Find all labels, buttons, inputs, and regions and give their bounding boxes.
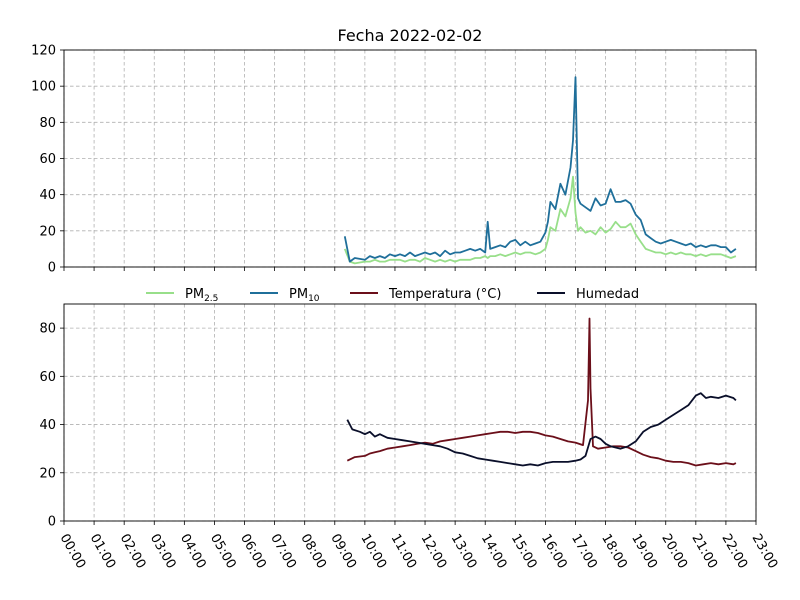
y-tick-label: 100 bbox=[31, 80, 56, 95]
y-tick-label: 20 bbox=[39, 224, 56, 239]
legend-label: PM2.5 bbox=[185, 287, 218, 304]
chart-title: Fecha 2022-02-02 bbox=[338, 26, 483, 45]
x-tick-label: 05:00 bbox=[207, 532, 239, 572]
x-tick-label: 19:00 bbox=[628, 532, 660, 572]
legend-label: Temperatura (°C) bbox=[388, 287, 501, 302]
y-tick-label: 0 bbox=[48, 261, 56, 276]
x-tick-label: 22:00 bbox=[718, 532, 750, 572]
y-tick-label: 20 bbox=[39, 466, 56, 481]
legend-label: Humedad bbox=[576, 287, 639, 302]
x-tick-label: 03:00 bbox=[147, 532, 179, 572]
x-tick-label: 08:00 bbox=[297, 532, 329, 572]
x-tick-label: 23:00 bbox=[749, 532, 781, 572]
y-tick-label: 0 bbox=[48, 515, 56, 530]
series-line-pm2-5 bbox=[343, 175, 737, 265]
legend-label: PM10 bbox=[289, 287, 320, 304]
y-tick-label: 40 bbox=[39, 418, 56, 433]
x-tick-label: 02:00 bbox=[117, 532, 149, 572]
x-tick-label: 17:00 bbox=[568, 532, 600, 572]
x-tick-label: 13:00 bbox=[448, 532, 480, 572]
x-tick-label: 06:00 bbox=[237, 532, 269, 572]
y-tick-label: 60 bbox=[39, 370, 56, 385]
x-tick-label: 07:00 bbox=[267, 532, 299, 572]
y-tick-label: 40 bbox=[39, 188, 56, 203]
x-tick-label: 18:00 bbox=[598, 532, 630, 572]
x-tick-label: 10:00 bbox=[357, 532, 389, 572]
x-tick-label: 01:00 bbox=[87, 532, 119, 572]
x-tick-label: 16:00 bbox=[538, 532, 570, 572]
x-tick-label: 00:00 bbox=[57, 532, 89, 572]
x-tick-label: 11:00 bbox=[387, 532, 419, 572]
y-tick-label: 80 bbox=[39, 322, 56, 337]
x-tick-label: 04:00 bbox=[177, 532, 209, 572]
y-tick-label: 80 bbox=[39, 116, 56, 131]
series-line-pm10 bbox=[343, 76, 737, 263]
plot-area-frame bbox=[63, 303, 757, 522]
series-line-humedad bbox=[346, 392, 737, 467]
x-tick-label: 14:00 bbox=[478, 532, 510, 572]
plot-area-frame bbox=[63, 49, 757, 268]
y-tick-label: 120 bbox=[31, 44, 56, 59]
x-tick-label: 09:00 bbox=[327, 532, 359, 572]
y-tick-label: 60 bbox=[39, 152, 56, 167]
x-tick-label: 21:00 bbox=[688, 532, 720, 572]
x-tick-label: 20:00 bbox=[658, 532, 690, 572]
series-line-temperatura-c bbox=[346, 317, 737, 467]
x-tick-label: 12:00 bbox=[418, 532, 450, 572]
x-tick-label: 15:00 bbox=[508, 532, 540, 572]
